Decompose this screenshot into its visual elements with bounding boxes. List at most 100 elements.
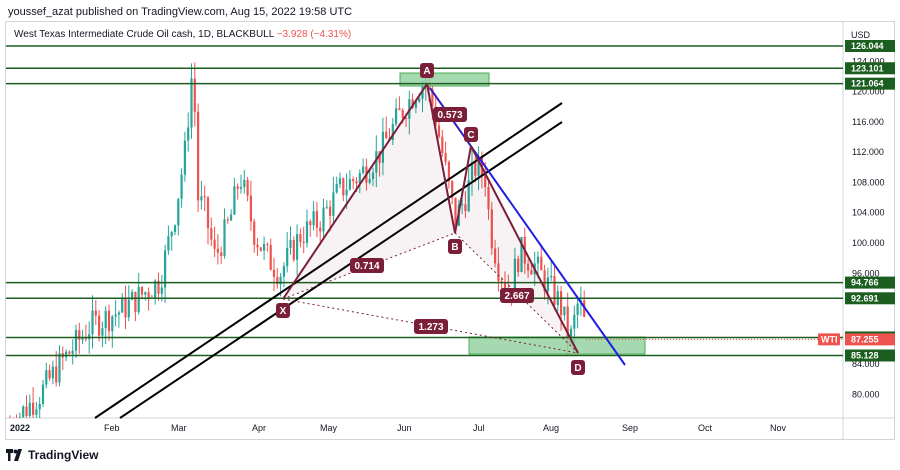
candles-group: [9, 62, 586, 418]
candle-body: [117, 312, 120, 315]
candle-body: [111, 316, 114, 332]
candle-body: [45, 370, 48, 385]
candle-body: [385, 131, 388, 139]
candle-body: [193, 78, 196, 112]
price-tick-label: 124.000: [852, 56, 885, 66]
candle-body: [437, 125, 441, 137]
candle-body: [41, 384, 45, 404]
pattern-point-label: D: [574, 363, 581, 374]
ratio-badge: [433, 107, 467, 122]
candle-body: [454, 197, 457, 226]
candle-body: [98, 315, 101, 336]
pattern-leg[interactable]: [470, 145, 579, 354]
price-tick-label: 96.000: [852, 268, 880, 278]
candle-body: [170, 231, 173, 237]
candle-body: [494, 248, 497, 264]
candle-body: [213, 239, 216, 249]
candle-body: [444, 153, 447, 163]
candle-body: [335, 184, 338, 193]
candle-body: [404, 118, 408, 120]
pattern-point-label: A: [423, 66, 430, 77]
candle-body: [35, 409, 38, 415]
candle-body: [282, 266, 285, 277]
candle-body: [197, 111, 200, 201]
candle-body: [563, 306, 566, 316]
pattern-leg[interactable]: [282, 83, 428, 300]
candle-body: [322, 207, 325, 232]
candle-body: [164, 250, 167, 288]
candle-body: [352, 179, 355, 182]
publish-info: youssef_azat published on TradingView.co…: [8, 6, 353, 18]
candle-body: [497, 263, 500, 282]
pattern-point-badge[interactable]: [448, 239, 462, 254]
candle-body: [157, 280, 160, 294]
level-price-label: 121.064: [851, 79, 884, 89]
brand-name: TradingView: [28, 448, 99, 462]
candle-body: [312, 211, 315, 226]
candle-body: [292, 239, 295, 260]
level-price-badge: [845, 40, 895, 52]
candle-body: [569, 328, 573, 339]
candle-body: [230, 214, 233, 221]
candle-body: [279, 276, 282, 285]
pattern-leg[interactable]: [426, 83, 456, 234]
candle-body: [183, 140, 186, 175]
candle-body: [447, 162, 450, 182]
price-tick-label: 120.000: [852, 87, 885, 97]
candle-body: [94, 310, 97, 316]
candle-body: [71, 350, 74, 354]
ratio-label: 2.667: [504, 291, 529, 302]
channel-line-upper[interactable]: [94, 102, 563, 419]
candle-body: [81, 337, 84, 340]
candle-body: [543, 270, 546, 292]
level-price-badge: [845, 77, 895, 90]
time-tick-label: 2022: [10, 423, 30, 433]
candle-body: [546, 277, 549, 292]
pattern-leg[interactable]: [454, 145, 472, 234]
candle-body: [345, 189, 348, 196]
candle-body: [550, 276, 553, 278]
candle-body: [431, 89, 434, 107]
pattern-point-badge[interactable]: [464, 127, 478, 142]
pattern-fill-xab: [283, 84, 455, 299]
candle-body: [467, 180, 470, 212]
candle-body: [173, 225, 177, 232]
time-tick-label: Aug: [543, 423, 559, 433]
target-zone-bottom[interactable]: [468, 336, 646, 355]
pattern-fill-bcd: [455, 146, 578, 353]
candle-body: [246, 179, 249, 196]
candle-body: [411, 99, 414, 108]
time-tick-label: Apr: [252, 423, 266, 433]
pattern-point-badge[interactable]: [571, 360, 585, 375]
level-price-badge: [845, 349, 895, 362]
time-tick-label: Sep: [622, 423, 638, 433]
pattern-point-badge[interactable]: [420, 63, 434, 78]
candle-body: [576, 303, 579, 315]
candle-body: [38, 403, 41, 410]
candle-body: [302, 241, 305, 243]
candle-body: [167, 236, 170, 251]
candle-body: [263, 244, 266, 251]
candle-body: [91, 310, 94, 335]
candle-body: [332, 192, 335, 216]
candle-body: [160, 287, 163, 294]
current-price-label: 87.255: [851, 334, 879, 344]
candle-body: [530, 270, 533, 275]
ratio-badge: [500, 288, 534, 303]
time-tick-label: Oct: [698, 423, 713, 433]
candle-body: [74, 330, 78, 351]
candle-body: [418, 98, 421, 102]
candle-body: [536, 256, 540, 264]
candle-body: [464, 204, 467, 212]
candle-body: [286, 247, 289, 267]
candle-body: [233, 186, 236, 215]
candle-body: [451, 181, 454, 198]
candle-body: [253, 221, 256, 245]
pattern-point-badge[interactable]: [276, 303, 290, 318]
candle-body: [140, 286, 144, 295]
price-tick-label: 104.000: [852, 208, 885, 218]
symbol-legend[interactable]: West Texas Intermediate Crude Oil cash, …: [14, 29, 351, 40]
candle-body: [259, 247, 262, 251]
candle-body: [428, 84, 431, 90]
